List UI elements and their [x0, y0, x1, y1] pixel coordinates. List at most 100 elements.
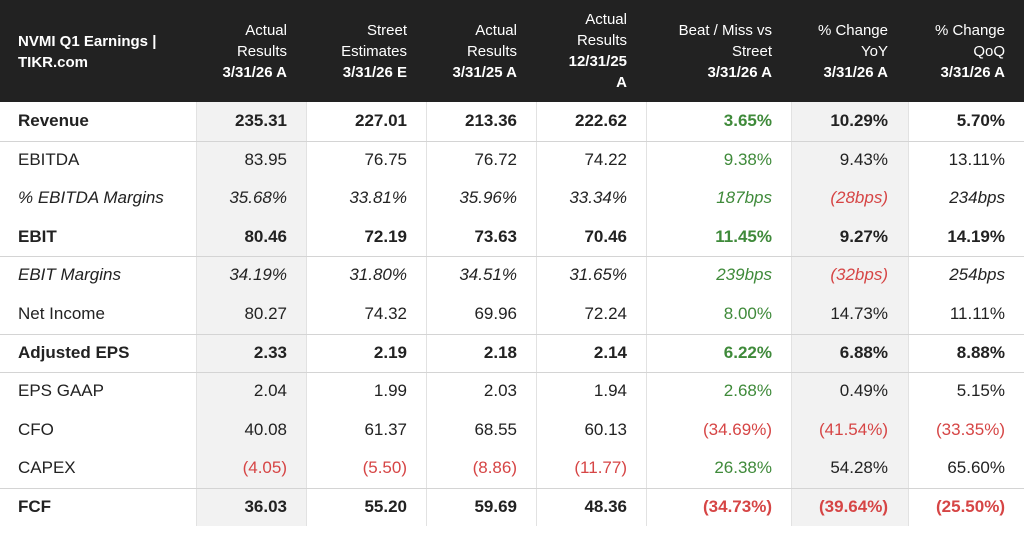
- row-label: Net Income: [18, 304, 105, 323]
- header-line: Actual: [475, 22, 517, 39]
- header-line: Results: [576, 32, 627, 49]
- row-label: FCF: [18, 497, 52, 516]
- header-line: Results: [236, 43, 287, 60]
- row-value: 254bps: [949, 265, 1005, 285]
- header-title: NVMI Q1 Earnings | TIKR.com: [18, 31, 178, 73]
- header-line: Results: [466, 43, 517, 60]
- row-value: 33.81%: [349, 188, 407, 208]
- row-value: 34.51%: [459, 265, 517, 285]
- row-value: 2.19: [373, 342, 407, 362]
- shaded-column-actual: [196, 102, 306, 526]
- row-value: 83.95: [244, 149, 287, 169]
- row-value: 227.01: [355, 111, 407, 130]
- row-separator: [0, 141, 1024, 142]
- table-row: Revenue 235.31 227.01 213.36 222.62 3.65% 10.2…: [0, 102, 1024, 141]
- row-separator: [0, 334, 1024, 335]
- row-value: (11.77): [574, 458, 627, 478]
- header-date: 3/31/25 A: [452, 64, 518, 81]
- row-value: 72.24: [584, 304, 627, 323]
- row-label: EBITDA: [18, 149, 80, 169]
- row-value: 54.28%: [830, 458, 888, 478]
- row-value: 222.62: [575, 111, 627, 130]
- row-value: (8.86): [472, 458, 517, 478]
- row-value: 35.68%: [229, 188, 287, 208]
- column-separator: [196, 102, 197, 526]
- row-value: 26.38%: [714, 458, 772, 478]
- column-separator: [908, 102, 909, 526]
- row-value: 48.36: [584, 497, 627, 516]
- header-line: QoQ: [973, 43, 1005, 60]
- title-line-2: TIKR.com: [18, 54, 89, 71]
- header-line: Street: [366, 22, 407, 39]
- row-value: 187bps: [716, 188, 772, 208]
- table-row: EPS GAAP 2.04 1.99 2.03 1.94 2.68% 0.49% 5.15%: [0, 372, 1024, 411]
- table-row: CAPEX (4.05) (5.50) (8.86) (11.77) 26.38% 54.2…: [0, 449, 1024, 488]
- row-value: 10.29%: [830, 111, 888, 130]
- row-value: 234bps: [949, 188, 1005, 208]
- row-value: 80.27: [244, 304, 287, 323]
- row-value: 5.70%: [956, 111, 1005, 130]
- row-value: 2.18: [483, 342, 517, 362]
- header-col-actual-q4-25: Actual Results 12/31/25 A: [517, 9, 627, 93]
- table-row: FCF 36.03 55.20 59.69 48.36 (34.73%) (39.64%) (…: [0, 488, 1024, 527]
- row-value: 35.96%: [459, 188, 517, 208]
- header-line: Actual: [585, 11, 627, 28]
- row-label: EPS GAAP: [18, 381, 104, 401]
- column-separator: [536, 102, 537, 526]
- row-value: 55.20: [364, 497, 407, 516]
- header-date: 3/31/26 A: [823, 64, 889, 81]
- row-value: 69.96: [474, 304, 517, 323]
- row-value: (34.73%): [703, 497, 772, 516]
- header-col-change-yoy: % Change YoY 3/31/26 A: [773, 20, 888, 83]
- header-col-actual-q1-25: Actual Results 3/31/25 A: [407, 20, 518, 83]
- row-value: 11.45%: [715, 226, 772, 246]
- row-value: 73.63: [474, 226, 517, 246]
- row-value: 14.19%: [947, 226, 1005, 246]
- header-col-change-qoq: % Change QoQ 3/31/26 A: [890, 20, 1005, 83]
- row-value: (39.64%): [819, 497, 888, 516]
- row-value: 2.14: [593, 342, 627, 362]
- header-col-beat-miss: Beat / Miss vs Street 3/31/26 A: [632, 20, 772, 83]
- row-separator: [0, 256, 1024, 257]
- row-value: 36.03: [244, 497, 287, 516]
- row-value: 61.37: [364, 419, 407, 439]
- header-date: 3/31/26 A: [940, 64, 1006, 81]
- row-value: 9.27%: [839, 226, 888, 246]
- row-value: (34.69%): [703, 419, 772, 439]
- table-row: EBITDA 83.95 76.75 76.72 74.22 9.38% 9.43% 13.1…: [0, 141, 1024, 180]
- header-date: 3/31/26 E: [342, 64, 407, 81]
- row-value: 1.94: [593, 381, 627, 401]
- row-value: 9.43%: [839, 149, 888, 169]
- row-label: % EBITDA Margins: [18, 188, 164, 208]
- row-value: (5.50): [362, 458, 407, 478]
- row-label: CAPEX: [18, 458, 76, 478]
- row-value: (32bps): [830, 265, 888, 285]
- header-date-suffix: A: [616, 74, 627, 91]
- table-row: EBIT 80.46 72.19 73.63 70.46 11.45% 9.27% 14.19…: [0, 218, 1024, 257]
- column-separator: [791, 102, 792, 526]
- row-value: 0.49%: [839, 381, 888, 401]
- row-value: 76.75: [364, 149, 407, 169]
- row-label: Revenue: [18, 111, 89, 130]
- title-line-1: NVMI Q1 Earnings |: [18, 33, 157, 50]
- column-separator: [426, 102, 427, 526]
- header-line: Beat / Miss vs: [678, 22, 772, 39]
- row-value: 9.38%: [723, 149, 772, 169]
- row-label: EBIT: [18, 226, 57, 246]
- row-value: 239bps: [716, 265, 772, 285]
- row-value: 235.31: [235, 111, 287, 130]
- header-date: 3/31/26 A: [707, 64, 773, 81]
- row-separator: [0, 372, 1024, 373]
- table-row: % EBITDA Margins 35.68% 33.81% 35.96% 33.34%…: [0, 179, 1024, 218]
- row-value: 2.33: [253, 342, 287, 362]
- row-separator: [0, 488, 1024, 489]
- row-value: 11.11%: [949, 304, 1005, 323]
- row-value: 31.65%: [569, 265, 627, 285]
- column-separator: [306, 102, 307, 526]
- row-value: 60.13: [584, 419, 627, 439]
- header-date: 3/31/26 A: [222, 64, 288, 81]
- row-value: 74.32: [364, 304, 407, 323]
- row-value: (28bps): [830, 188, 888, 208]
- row-label: EBIT Margins: [18, 265, 121, 285]
